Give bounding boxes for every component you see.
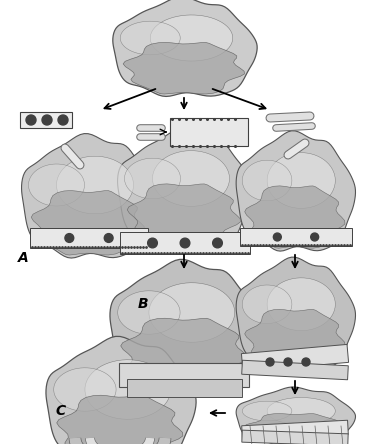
Polygon shape <box>113 0 257 96</box>
FancyBboxPatch shape <box>20 112 72 128</box>
Polygon shape <box>57 395 183 444</box>
Circle shape <box>65 234 74 242</box>
Polygon shape <box>236 131 356 251</box>
Polygon shape <box>57 156 134 214</box>
Bar <box>240 228 352 246</box>
Polygon shape <box>118 291 180 334</box>
Polygon shape <box>236 257 356 371</box>
Circle shape <box>266 358 274 366</box>
Circle shape <box>302 358 310 366</box>
Circle shape <box>311 233 319 241</box>
Polygon shape <box>31 190 144 255</box>
Bar <box>170 118 248 146</box>
Circle shape <box>26 115 36 125</box>
Bar <box>242 360 348 380</box>
Text: B: B <box>138 297 149 311</box>
Bar <box>242 430 348 444</box>
Text: A: A <box>18 251 29 265</box>
Polygon shape <box>120 21 180 55</box>
Polygon shape <box>150 15 233 61</box>
Polygon shape <box>242 401 292 421</box>
Polygon shape <box>124 158 181 199</box>
Polygon shape <box>267 153 335 208</box>
Polygon shape <box>46 337 196 444</box>
Text: C: C <box>55 404 65 418</box>
Polygon shape <box>149 283 235 342</box>
Polygon shape <box>267 278 335 331</box>
Polygon shape <box>54 368 116 411</box>
Polygon shape <box>267 397 335 424</box>
Bar <box>127 379 241 397</box>
Bar <box>30 228 148 248</box>
Polygon shape <box>127 184 240 246</box>
Polygon shape <box>153 151 229 206</box>
Circle shape <box>273 233 281 241</box>
Polygon shape <box>245 309 345 369</box>
Polygon shape <box>121 318 247 385</box>
Circle shape <box>180 238 190 248</box>
Polygon shape <box>22 134 156 258</box>
Polygon shape <box>245 186 345 248</box>
Circle shape <box>58 115 68 125</box>
Circle shape <box>148 238 157 248</box>
Polygon shape <box>245 414 345 444</box>
Circle shape <box>284 358 292 366</box>
Polygon shape <box>110 259 260 388</box>
Polygon shape <box>242 285 292 324</box>
Polygon shape <box>236 387 356 444</box>
Circle shape <box>212 238 222 248</box>
Bar <box>119 363 249 387</box>
Polygon shape <box>242 160 292 201</box>
Circle shape <box>42 115 52 125</box>
Circle shape <box>104 234 113 242</box>
Polygon shape <box>117 129 252 249</box>
Bar <box>242 420 348 440</box>
Polygon shape <box>29 164 84 206</box>
Polygon shape <box>85 360 171 419</box>
Bar <box>241 345 349 372</box>
Polygon shape <box>123 43 244 94</box>
Bar <box>120 232 250 254</box>
